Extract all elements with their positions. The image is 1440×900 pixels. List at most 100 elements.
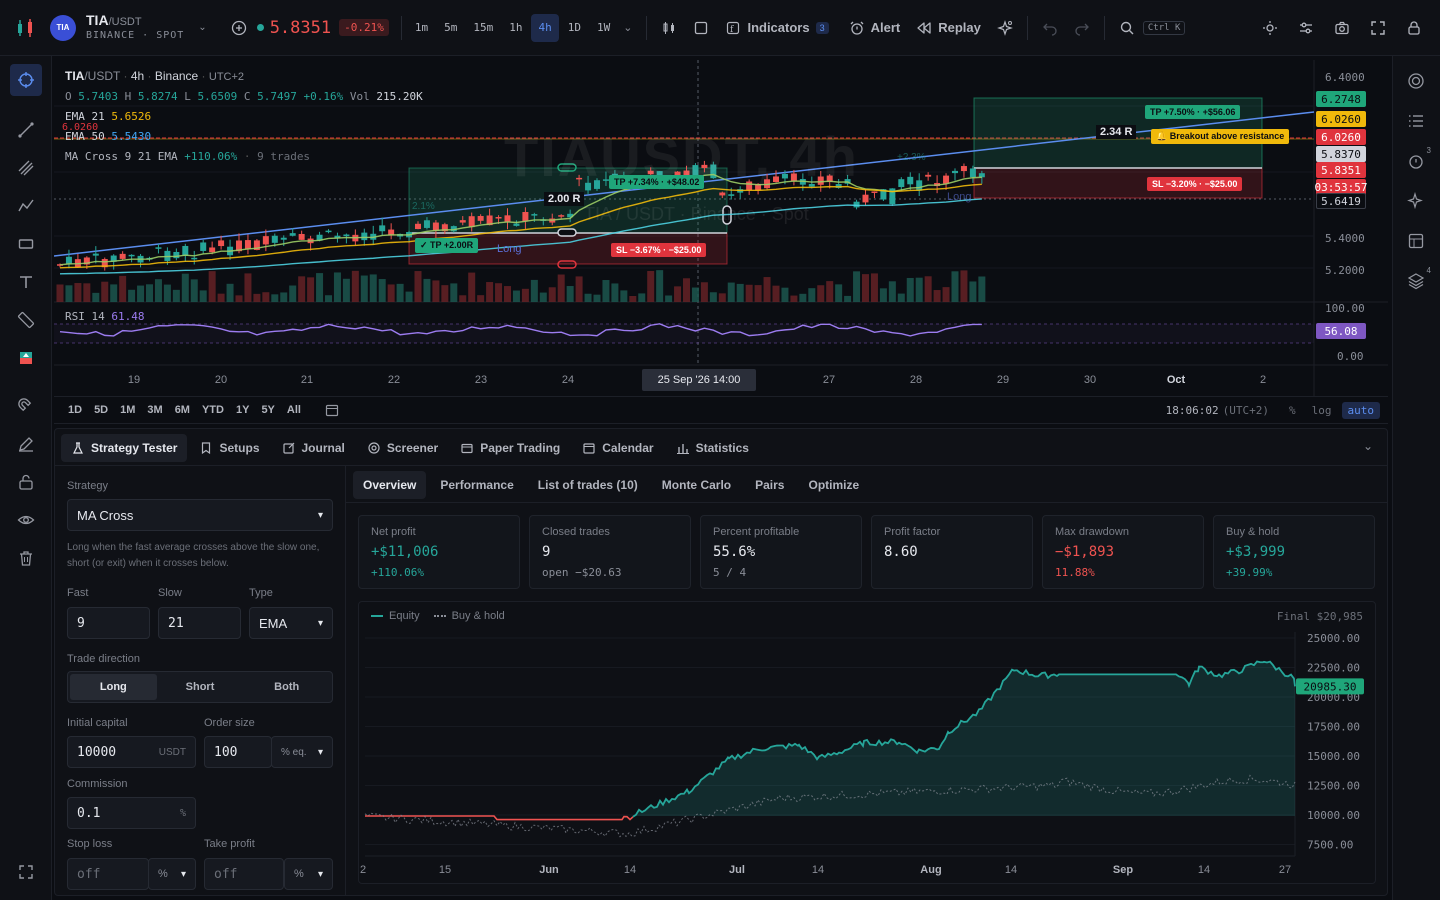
timeframe-5m[interactable]: 5m: [444, 21, 458, 34]
collapse-panel-button[interactable]: ⌄: [1362, 439, 1373, 453]
layout-button[interactable]: [685, 14, 717, 42]
alert-button[interactable]: Alert: [841, 14, 909, 42]
equity-y-tick: 17500.00: [1307, 721, 1360, 734]
direction-short[interactable]: Short: [185, 681, 215, 693]
range-1M[interactable]: 1M: [120, 404, 136, 416]
range-3M[interactable]: 3M: [147, 404, 163, 416]
add-symbol-button[interactable]: [223, 14, 255, 42]
watchlist-button[interactable]: [1401, 66, 1431, 96]
collapse-panels-tool[interactable]: [10, 856, 42, 888]
fast-period-input[interactable]: 9: [67, 607, 150, 639]
take-profit-unit-select[interactable]: % ▾: [284, 858, 333, 890]
ai-assistant-button[interactable]: [989, 14, 1021, 42]
crosshair-tool[interactable]: [10, 64, 42, 96]
subtab-list[interactable]: List of trades (10): [537, 478, 638, 492]
range-6M[interactable]: 6M: [174, 404, 190, 416]
measure-tool[interactable]: [10, 304, 42, 336]
text-tool[interactable]: [10, 266, 42, 298]
timeframe-15m[interactable]: 15m: [473, 21, 494, 34]
subtab-performance[interactable]: Performance: [440, 478, 514, 492]
rsi-value: 61.48: [111, 310, 145, 323]
undo-button[interactable]: [1034, 14, 1066, 42]
direction-both[interactable]: Both: [274, 681, 300, 693]
ma-type-select[interactable]: EMA ▾: [249, 607, 333, 639]
slow-period-input[interactable]: 21: [158, 607, 241, 639]
ohlc-key: L: [184, 90, 191, 103]
chart-type-button[interactable]: [653, 14, 685, 42]
panel-tab-paper-trading[interactable]: Paper Trading: [450, 434, 570, 462]
direction-long[interactable]: Long: [70, 674, 157, 700]
auto-scale-toggle[interactable]: auto: [1341, 401, 1380, 419]
fullscreen-button[interactable]: [1362, 14, 1394, 42]
visibility-tool[interactable]: [10, 504, 42, 536]
volume-bar: [826, 281, 834, 302]
app-logo[interactable]: [12, 14, 40, 42]
timeframe-more-icon[interactable]: ⌄: [623, 22, 633, 34]
alerts-panel-button[interactable]: 3: [1401, 146, 1431, 176]
stop-loss-input[interactable]: off: [67, 858, 149, 890]
panel-tab-calendar[interactable]: Calendar: [572, 434, 663, 462]
take-profit-input[interactable]: off: [204, 858, 284, 890]
strategy-select[interactable]: MA Cross ▾: [67, 499, 333, 531]
range-5Y[interactable]: 5Y: [261, 404, 275, 416]
screenshot-button[interactable]: [1326, 14, 1358, 42]
shape-tool[interactable]: [10, 228, 42, 260]
brush-tool[interactable]: [10, 428, 42, 460]
volume-bar: [128, 289, 136, 302]
long-position-tool[interactable]: [10, 342, 42, 374]
bell-icon: 🔔: [1156, 131, 1168, 141]
log-scale-toggle[interactable]: log: [1311, 403, 1332, 417]
range-5D[interactable]: 5D: [94, 404, 109, 416]
subtab-overview[interactable]: Overview: [353, 471, 427, 499]
symbol-selector[interactable]: TIA TIA/USDT BINANCE · SPOT ⌄: [50, 8, 207, 48]
subtab-optimize[interactable]: Optimize: [808, 478, 860, 492]
channel-tool[interactable]: [10, 152, 42, 184]
percent-scale-toggle[interactable]: %: [1289, 403, 1296, 417]
redo-button[interactable]: [1066, 14, 1098, 42]
commission-label: Commission: [67, 778, 128, 790]
equity-chart[interactable]: Equity Buy & hold Final $20,985 25000.00…: [358, 601, 1376, 884]
details-button[interactable]: [1401, 106, 1431, 136]
magnet-tool[interactable]: [10, 390, 42, 422]
lock-button[interactable]: [1398, 14, 1430, 42]
replay-button[interactable]: Replay: [908, 14, 989, 42]
data-window-button[interactable]: [1401, 226, 1431, 256]
timeframe-1m[interactable]: 1m: [414, 21, 429, 34]
timeframe-1W[interactable]: 1W: [596, 21, 611, 34]
panel-tab-screener[interactable]: Screener: [357, 434, 448, 462]
delete-drawings-tool[interactable]: [10, 542, 42, 574]
initial-capital-input[interactable]: 10000 USDT: [67, 736, 196, 768]
ideas-button[interactable]: [1401, 186, 1431, 216]
range-YTD[interactable]: YTD: [201, 404, 224, 416]
order-unit-value: % eq.: [281, 746, 307, 758]
goto-date-button[interactable]: [325, 403, 339, 417]
range-All[interactable]: All: [286, 404, 301, 416]
panel-tab-journal[interactable]: Journal: [272, 434, 355, 462]
panel-tab-statistics[interactable]: Statistics: [666, 434, 759, 462]
indicators-button[interactable]: f Indicators 3: [717, 14, 836, 42]
lock-drawings-tool[interactable]: [10, 466, 42, 498]
timeframe-4h[interactable]: 4h: [531, 13, 559, 42]
timeframe-group: 1m 5m 15m 1h 4h 1D 1W: [408, 13, 617, 42]
price-chart[interactable]: TIAUSDT, 4h TIA / USDT · Binance · Spot …: [54, 60, 1388, 396]
stop-loss-unit-select[interactable]: % ▾: [148, 858, 196, 890]
order-unit-select[interactable]: % eq. ▾: [271, 736, 333, 768]
timeframe-1h[interactable]: 1h: [509, 21, 523, 34]
layers-button[interactable]: 4: [1401, 266, 1431, 296]
trendline-tool[interactable]: [10, 114, 42, 146]
timeframe-1D[interactable]: 1D: [567, 21, 581, 34]
panel-tab-strategy-tester[interactable]: Strategy Tester: [61, 434, 188, 462]
equity-legend-label: Equity: [389, 610, 420, 622]
subtab-pairs[interactable]: Pairs: [755, 478, 785, 492]
range-1Y[interactable]: 1Y: [235, 404, 250, 416]
commission-input[interactable]: 0.1%: [67, 797, 196, 829]
search-button[interactable]: Ctrl K: [1111, 14, 1194, 42]
theme-toggle-button[interactable]: [1254, 14, 1286, 42]
volume-bar: [396, 283, 404, 302]
panel-tab-setups[interactable]: Setups: [189, 434, 269, 462]
settings-button[interactable]: [1290, 14, 1322, 42]
pattern-tool[interactable]: [10, 190, 42, 222]
subtab-monte[interactable]: Monte Carlo: [661, 478, 732, 492]
range-1D[interactable]: 1D: [68, 404, 83, 416]
order-size-input[interactable]: 100: [204, 736, 272, 768]
